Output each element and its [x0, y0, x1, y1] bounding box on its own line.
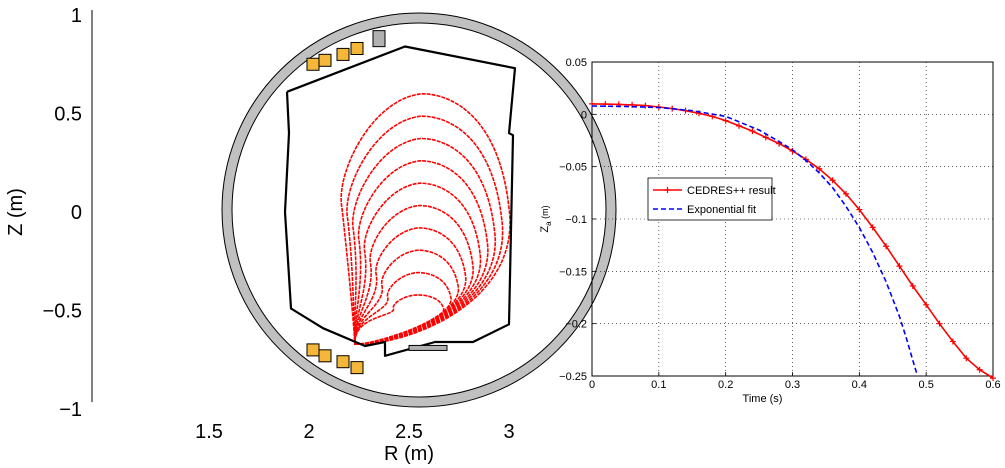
- right-y-axis-label-unit: (m): [540, 205, 550, 221]
- right-y-tick-label: −0.15: [559, 266, 587, 278]
- vessel-ring: [221, 12, 617, 408]
- series-exponential-fit-line: [591, 105, 919, 377]
- pf-coil: [318, 349, 332, 363]
- pf-coil: [336, 47, 350, 61]
- right-x-tick-label: 0.6: [985, 379, 1000, 391]
- poloidal-field-coils: [306, 30, 448, 375]
- data-point-marker: [883, 243, 890, 250]
- legend: CEDRES++ result Exponential fit: [647, 177, 776, 221]
- left-y-tick-label: −1: [59, 399, 82, 421]
- right-x-tick-label: 0.4: [852, 379, 867, 391]
- left-x-tick-label: 2.5: [395, 421, 423, 443]
- data-point-marker: [869, 224, 876, 231]
- right-y-axis-label-main: Z: [539, 226, 551, 233]
- legend-marker: [664, 187, 671, 193]
- data-point-marker: [816, 165, 823, 172]
- left-x-tick-label: 2: [303, 421, 314, 443]
- data-point-marker: [749, 128, 756, 135]
- pf-coil: [350, 41, 364, 55]
- flux-surface: [351, 137, 496, 345]
- data-point-marker: [936, 320, 943, 327]
- left-tick-labels: 1.5 2 2.5 3 1 0.5 0 −0.5 −1: [43, 5, 515, 443]
- left-y-tick-label: 1: [71, 5, 82, 27]
- pf-coil: [306, 343, 320, 357]
- data-point-marker: [990, 375, 996, 382]
- right-y-tick-label: −0.2: [565, 319, 587, 331]
- right-y-axis-label: Za (m): [539, 205, 553, 232]
- flux-surface: [354, 204, 474, 345]
- data-point-marker: [896, 263, 903, 270]
- right-series: [589, 100, 996, 382]
- right-y-tick-label: −0.1: [565, 214, 587, 226]
- right-tick-labels: 0 0.1 0.2 0.3 0.4 0.5 0.6 0.05 0 −0.05 −0.1 −0.15 −0…: [559, 57, 1000, 391]
- series-cedres-line: [591, 103, 994, 379]
- left-y-tick-label: 0.5: [54, 104, 82, 126]
- gray-coil: [372, 30, 386, 48]
- data-point-marker: [602, 101, 609, 108]
- left-y-tick-label: 0: [71, 202, 82, 224]
- data-point-marker: [909, 282, 916, 289]
- left-panel-plasma-cross-section: 1.5 2 2.5 3 1 0.5 0 −0.5 −1 R (m) Z (m): [5, 5, 617, 465]
- data-point-marker: [949, 338, 956, 345]
- flux-surface: [354, 271, 452, 345]
- pf-coil: [318, 53, 332, 67]
- pf-coil: [350, 361, 364, 375]
- data-point-marker: [923, 301, 930, 308]
- data-point-marker: [589, 100, 595, 107]
- right-x-tick-label: 0.2: [718, 379, 733, 391]
- data-point-marker: [722, 117, 729, 124]
- right-y-tick-label: −0.25: [559, 371, 587, 383]
- legend-label: Exponential fit: [687, 204, 756, 216]
- right-x-tick-label: 0.5: [919, 379, 934, 391]
- data-point-marker: [736, 122, 743, 129]
- data-point-marker: [976, 366, 983, 373]
- right-y-tick-label: 0.05: [566, 57, 587, 69]
- right-panel-za-time-plot: 0 0.1 0.2 0.3 0.4 0.5 0.6 0.05 0 −0.05 −0.1 −0.15 −0…: [539, 57, 1001, 405]
- data-point-marker: [682, 107, 689, 114]
- pf-coil: [336, 355, 350, 369]
- right-y-tick-label: 0: [581, 109, 587, 121]
- left-x-tick-label: 1.5: [195, 421, 223, 443]
- data-point-marker: [642, 102, 649, 109]
- first-wall-contour: [283, 45, 517, 357]
- left-y-tick-label: −0.5: [43, 301, 82, 323]
- left-x-axis-label: R (m): [384, 443, 434, 465]
- data-point-marker: [762, 134, 769, 141]
- first-wall-line: [283, 45, 517, 357]
- legend-box: [647, 177, 773, 221]
- pf-coil: [306, 57, 320, 71]
- data-point-marker: [829, 177, 836, 184]
- flux-surface: [353, 160, 489, 345]
- data-point-marker: [842, 190, 849, 197]
- right-x-tick-label: 0: [589, 379, 595, 391]
- right-y-tick-label: −0.05: [559, 162, 587, 174]
- flux-surface: [340, 92, 511, 345]
- right-x-tick-label: 0.1: [651, 379, 666, 391]
- vacuum-vessel: [221, 12, 617, 408]
- flux-surfaces: [340, 92, 511, 345]
- right-x-tick-label: 0.3: [785, 379, 800, 391]
- left-y-axis-label: Z (m): [5, 188, 27, 236]
- flux-surface: [354, 182, 482, 345]
- left-x-tick-label: 3: [503, 421, 514, 443]
- legend-label: CEDRES++ result: [687, 185, 776, 197]
- flux-surface: [354, 227, 467, 345]
- data-point-marker: [963, 355, 970, 362]
- flux-surface: [346, 115, 504, 345]
- data-point-marker: [856, 206, 863, 213]
- divertor-plate: [408, 344, 448, 351]
- right-y-axis-label-sub: a: [544, 221, 553, 226]
- right-x-axis-label: Time (s): [743, 393, 783, 405]
